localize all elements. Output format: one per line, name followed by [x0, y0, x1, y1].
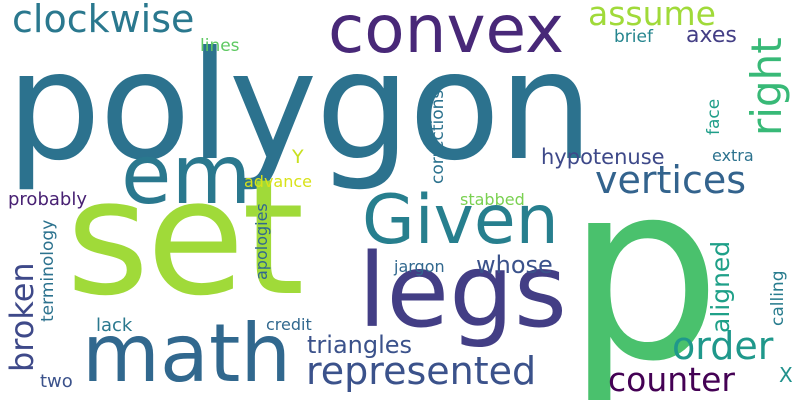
word-hypotenuse: hypotenuse — [541, 145, 665, 169]
word-aligned: aligned — [706, 240, 735, 333]
word-two: two — [40, 371, 73, 392]
word-calling: calling — [768, 270, 788, 327]
word-face: face — [704, 98, 724, 135]
word-brief: brief — [614, 27, 653, 47]
word-vertices: vertices — [595, 158, 747, 202]
word-corrections: corrections — [428, 89, 448, 184]
word-whose: whose — [476, 251, 553, 279]
word-stabbed: stabbed — [460, 190, 525, 209]
word-math: math — [82, 307, 292, 400]
word-advance: advance — [244, 172, 313, 191]
word-jargon: jargon — [394, 257, 445, 276]
word-apologies: apologies — [252, 203, 271, 280]
word-lack: lack — [96, 315, 133, 336]
word-polygon: polygon — [6, 20, 593, 194]
word-terminology: terminology — [38, 219, 58, 322]
word-probably: probably — [8, 189, 87, 210]
word-lines: lines — [200, 36, 240, 56]
word-order: order — [672, 324, 774, 368]
word-extra: extra — [712, 146, 754, 165]
word-right: right — [742, 37, 791, 136]
word-legs: legs — [358, 232, 567, 351]
word-broken: broken — [3, 262, 41, 372]
word-convex: convex — [328, 0, 565, 68]
word-assume: assume — [588, 0, 716, 33]
word-represented: represented — [306, 349, 537, 393]
word-given: Given — [362, 181, 559, 260]
word-x: X — [779, 363, 793, 387]
word-em: em — [121, 128, 252, 223]
word-counter: counter — [608, 360, 735, 399]
word-credit: credit — [266, 315, 312, 334]
word-p: p — [566, 130, 722, 400]
word-triangles: triangles — [307, 331, 413, 359]
word-axes: axes — [686, 23, 737, 48]
word-y: Y — [292, 146, 304, 168]
word-set: set — [66, 144, 305, 331]
word-clockwise: clockwise — [12, 0, 195, 41]
